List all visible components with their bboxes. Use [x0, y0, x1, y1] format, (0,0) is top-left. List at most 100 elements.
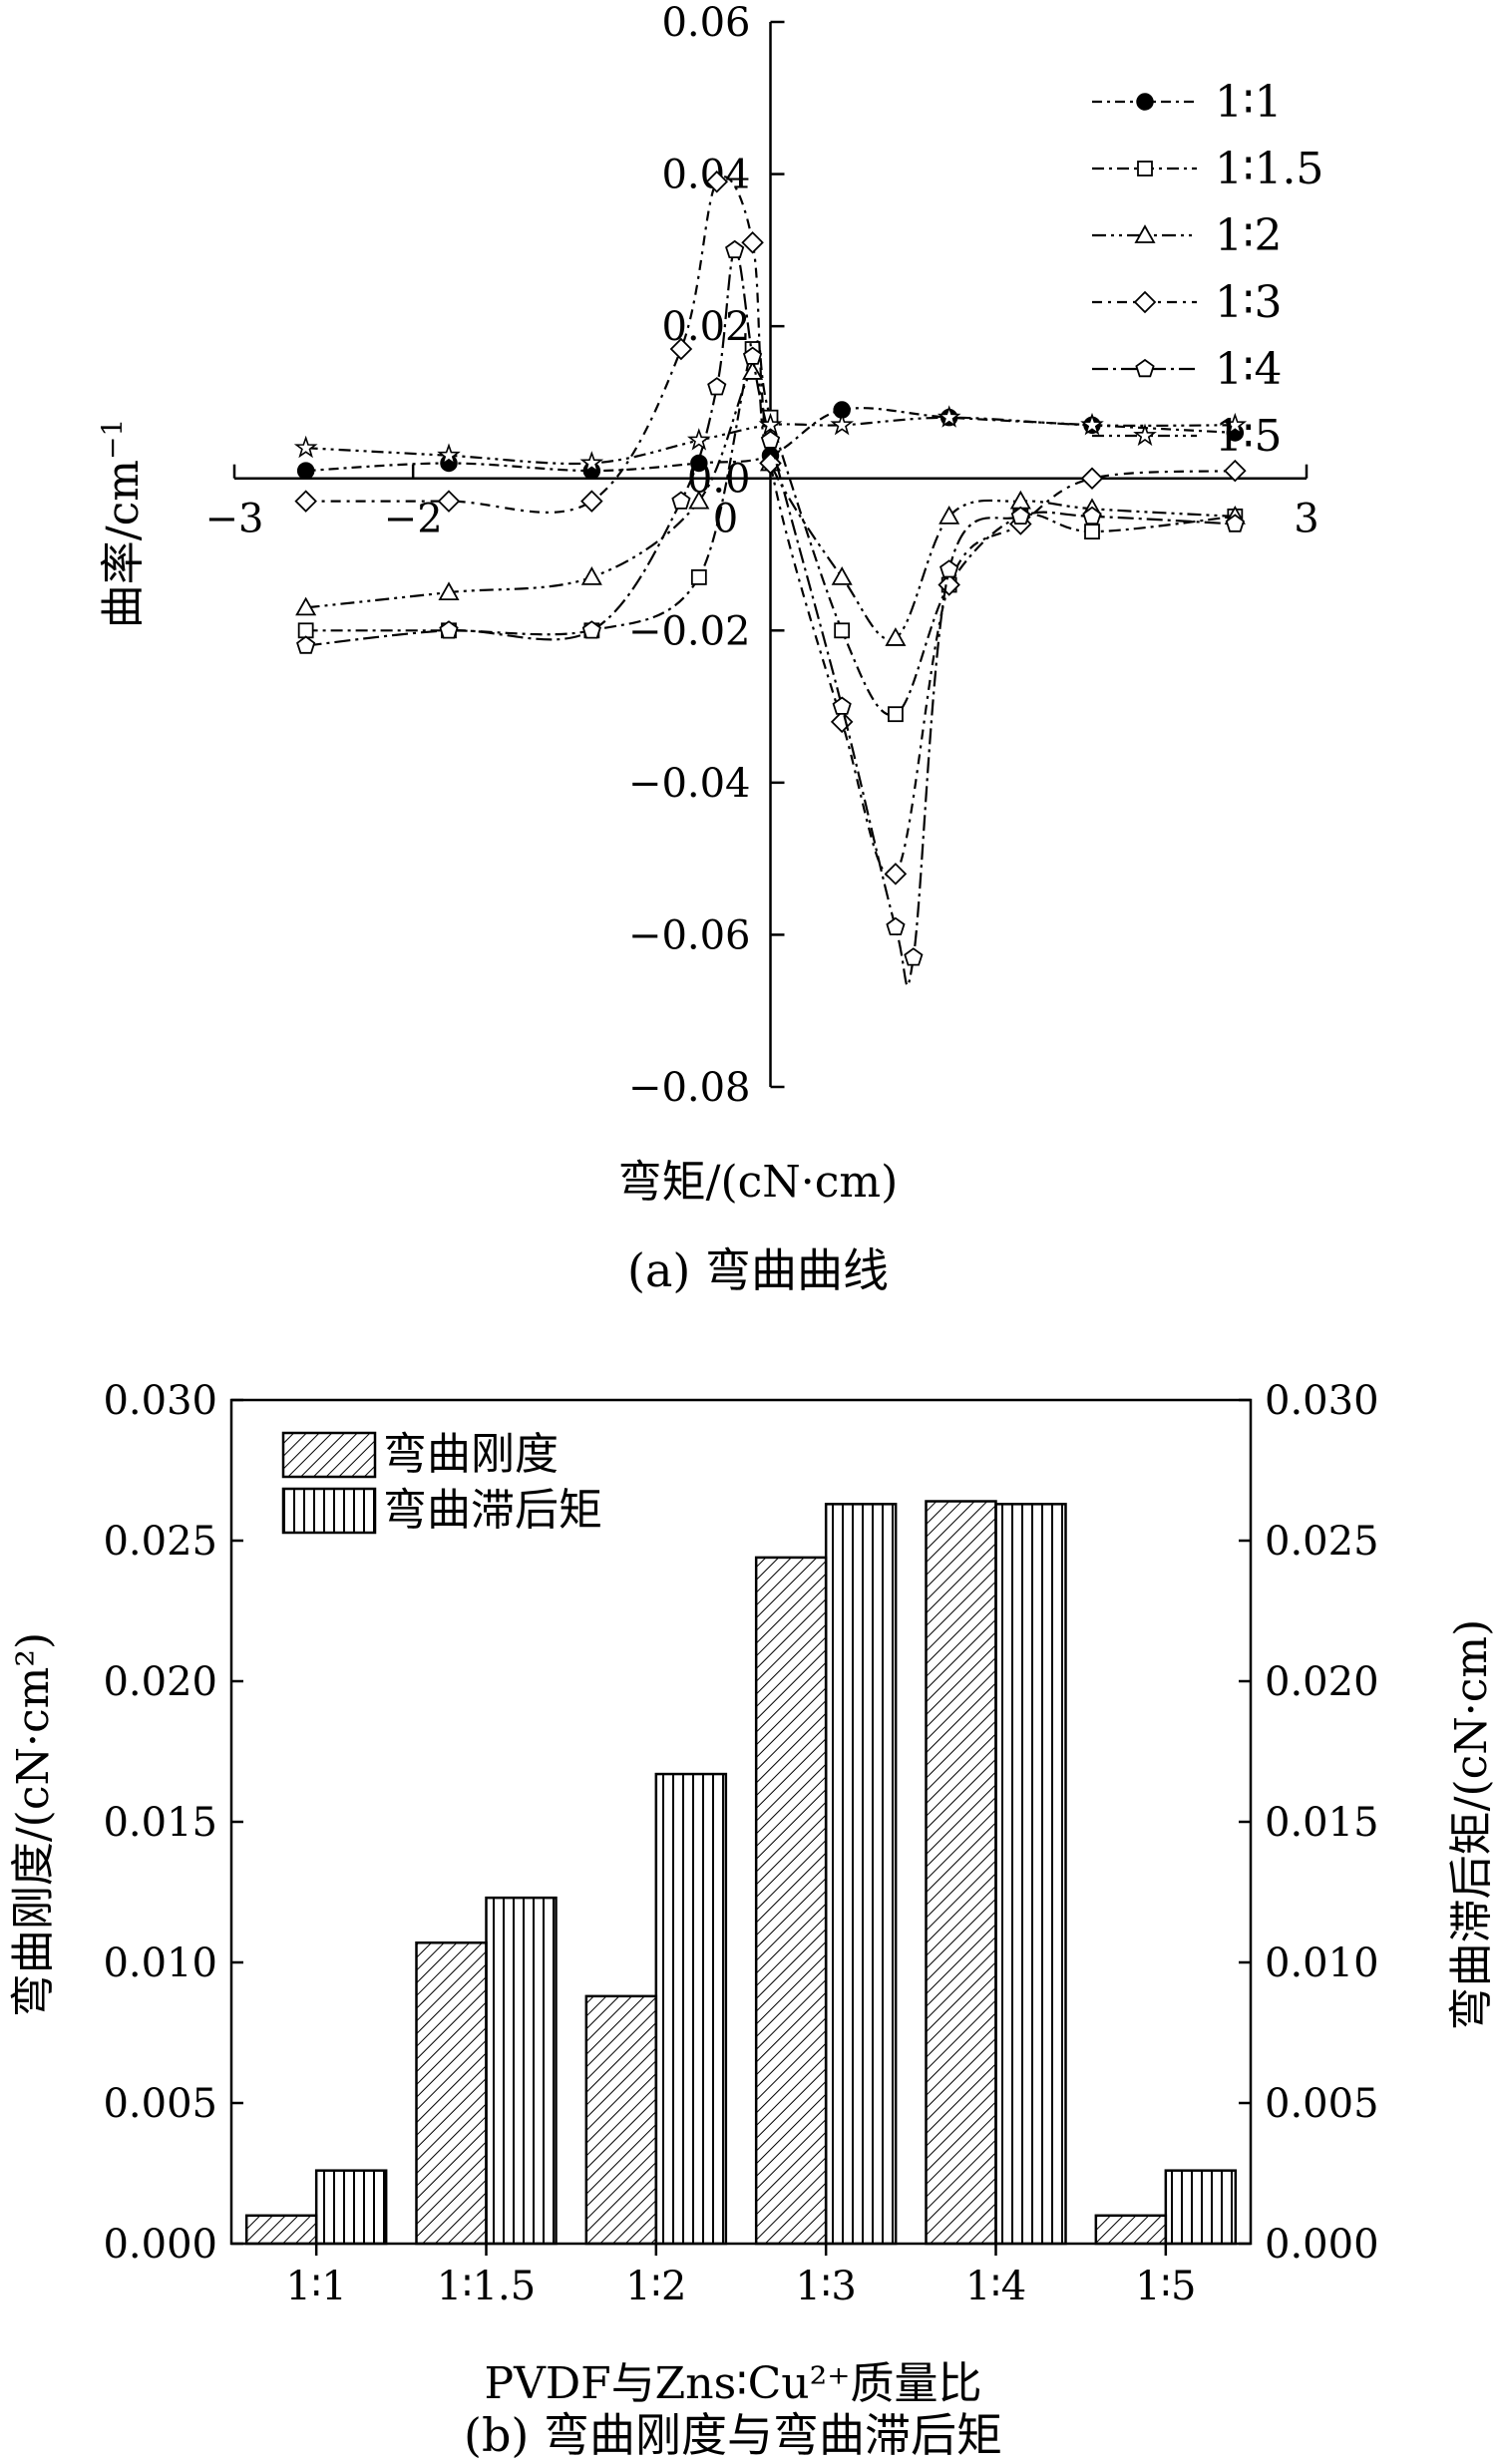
- bar-bending-stiffness-6: [1094, 2214, 1168, 2246]
- legend-label: 1∶4: [1215, 344, 1282, 395]
- chart-b-right-tick-label: 0.025: [1265, 1519, 1379, 1565]
- bar-bending-hysteresis-3: [654, 1772, 728, 2246]
- legend-label: 弯曲刚度: [383, 1429, 559, 1480]
- chart-b-axes: 0.000 0.000 0.005 0.005 0.010 0.010 0.015 0.015…: [103, 1378, 1378, 2309]
- marker-open-pentagon: [439, 620, 459, 639]
- marker-open-triangle: [939, 506, 960, 525]
- chart-a-y-tick-label: −0.02: [628, 608, 751, 654]
- marker-open-pentagon: [742, 346, 763, 365]
- chart-a-y-tick-label: 0.06: [661, 0, 750, 46]
- marker-open-pentagon: [1010, 506, 1030, 525]
- legend-label: 1∶2: [1215, 210, 1282, 261]
- marker-open-star: [758, 412, 783, 436]
- marker-open-square: [888, 706, 904, 723]
- bar-bending-hysteresis-6: [1164, 2169, 1238, 2246]
- chart-b-x-tick-label: 1∶1.5: [437, 2264, 536, 2309]
- chart-b-caption: (b) 弯曲刚度与弯曲滞后矩: [464, 2408, 1002, 2462]
- legend-entry-6: 1∶5: [1092, 411, 1282, 462]
- bar-bending-hysteresis-2: [485, 1896, 558, 2246]
- marker-open-square: [297, 622, 314, 639]
- bar-bending-stiffness-2: [415, 1941, 488, 2246]
- chart-b-x-tick-label: 1∶4: [965, 2264, 1026, 2309]
- marker-open-diamond: [1224, 459, 1247, 483]
- chart-a-x-axis-label: 弯矩/(cN·cm): [618, 1157, 899, 1208]
- marker-open-triangle: [580, 566, 602, 585]
- legend-label: 弯曲滞后矩: [383, 1485, 602, 1536]
- marker-open-diamond: [437, 490, 461, 513]
- chart-b-bars: [244, 1500, 1238, 2246]
- marker-open-pentagon: [904, 947, 924, 966]
- marker-open-pentagon: [1135, 358, 1155, 378]
- bar-bending-stiffness-1: [244, 2214, 318, 2246]
- chart-b-left-tick-label: 0.025: [103, 1519, 217, 1565]
- marker-open-pentagon: [671, 491, 691, 510]
- bar-bending-stiffness-4: [754, 1556, 828, 2246]
- marker-open-square: [1137, 161, 1153, 176]
- bending-stiffness-hysteresis-chart: 0.000 0.000 0.005 0.005 0.010 0.010 0.015 0.015…: [8, 1378, 1497, 2462]
- chart-a-series-line: [305, 248, 1236, 987]
- legend-entry-2: 1∶1.5: [1092, 144, 1323, 194]
- chart-a-y-tick-label: 0.04: [661, 153, 750, 198]
- chart-a-y-tick-label: 0.02: [661, 304, 750, 350]
- marker-open-square: [690, 568, 707, 585]
- marker-open-diamond: [705, 170, 729, 193]
- chart-a-series-line: [305, 176, 1236, 879]
- marker-open-star: [937, 405, 961, 428]
- bar-bending-hysteresis-5: [994, 1503, 1067, 2246]
- legend-entry-b-2: 弯曲滞后矩: [281, 1485, 602, 1536]
- legend-label: 1∶1: [1215, 77, 1282, 128]
- marker-open-triangle: [831, 566, 853, 585]
- marker-open-pentagon: [939, 559, 959, 578]
- marker-open-pentagon: [581, 620, 601, 639]
- marker-open-pentagon: [886, 916, 906, 935]
- marker-open-diamond: [830, 710, 854, 734]
- chart-b-left-tick-label: 0.000: [103, 2222, 217, 2268]
- bar-bending-hysteresis-4: [824, 1503, 898, 2246]
- marker-open-diamond: [580, 490, 603, 513]
- legend-entry-5: 1∶4: [1092, 344, 1282, 395]
- marker-open-triangle: [295, 596, 317, 616]
- chart-b-left-tick-label: 0.005: [103, 2081, 217, 2127]
- chart-a-x-tick-label: −3: [205, 497, 264, 542]
- chart-a-series-4: [294, 170, 1247, 885]
- marker-open-star: [437, 443, 461, 466]
- marker-open-star: [579, 451, 604, 474]
- chart-a-caption: (a) 弯曲曲线: [627, 1243, 889, 1297]
- chart-b-x-tick-label: 1∶3: [796, 2264, 857, 2309]
- chart-b-x-axis-label: PVDF与Zns∶Cu²⁺质量比: [485, 2358, 982, 2409]
- marker-open-diamond: [669, 337, 693, 361]
- marker-open-pentagon: [296, 635, 316, 654]
- marker-open-pentagon: [725, 239, 745, 259]
- bar-bending-hysteresis-1: [314, 2169, 388, 2246]
- chart-a-y-tick-label: −0.08: [628, 1065, 751, 1111]
- marker-open-triangle: [438, 581, 460, 601]
- marker-open-pentagon: [1225, 514, 1245, 532]
- chart-a-y-tick-label: −0.06: [628, 912, 751, 958]
- chart-a-x-tick-label: 3: [1294, 497, 1318, 542]
- chart-a-series: [293, 170, 1248, 987]
- marker-open-diamond: [884, 863, 908, 885]
- marker-open-diamond: [741, 230, 764, 254]
- marker-open-triangle: [885, 627, 907, 646]
- marker-open-star: [1133, 423, 1157, 447]
- legend-label: 1∶5: [1215, 411, 1282, 462]
- legend-entry-3: 1∶2: [1092, 210, 1282, 261]
- legend-entry-4: 1∶3: [1092, 277, 1282, 328]
- chart-a-y-axis-label: 曲率/cm−1: [96, 419, 150, 628]
- marker-open-diamond: [294, 490, 317, 513]
- chart-a-x-tick-label: −2: [384, 497, 443, 542]
- chart-b-right-tick-label: 0.015: [1265, 1800, 1379, 1846]
- chart-b-x-tick-label: 1∶1: [286, 2264, 347, 2309]
- bar-bending-stiffness-3: [584, 1994, 658, 2246]
- marker-open-pentagon: [707, 377, 727, 396]
- marker-open-star: [686, 428, 711, 451]
- marker-open-star: [1080, 412, 1104, 436]
- chart-b-right-tick-label: 0.010: [1265, 1940, 1379, 1986]
- chart-b-right-tick-label: 0.005: [1265, 2081, 1379, 2127]
- chart-b-x-tick-label: 1∶5: [1135, 2264, 1196, 2309]
- legend-entry-1: 1∶1: [1092, 77, 1282, 128]
- chart-b-right-tick-label: 0.030: [1265, 1378, 1379, 1424]
- chart-b-left-tick-label: 0.010: [103, 1940, 217, 1986]
- marker-filled-circle: [1136, 93, 1154, 111]
